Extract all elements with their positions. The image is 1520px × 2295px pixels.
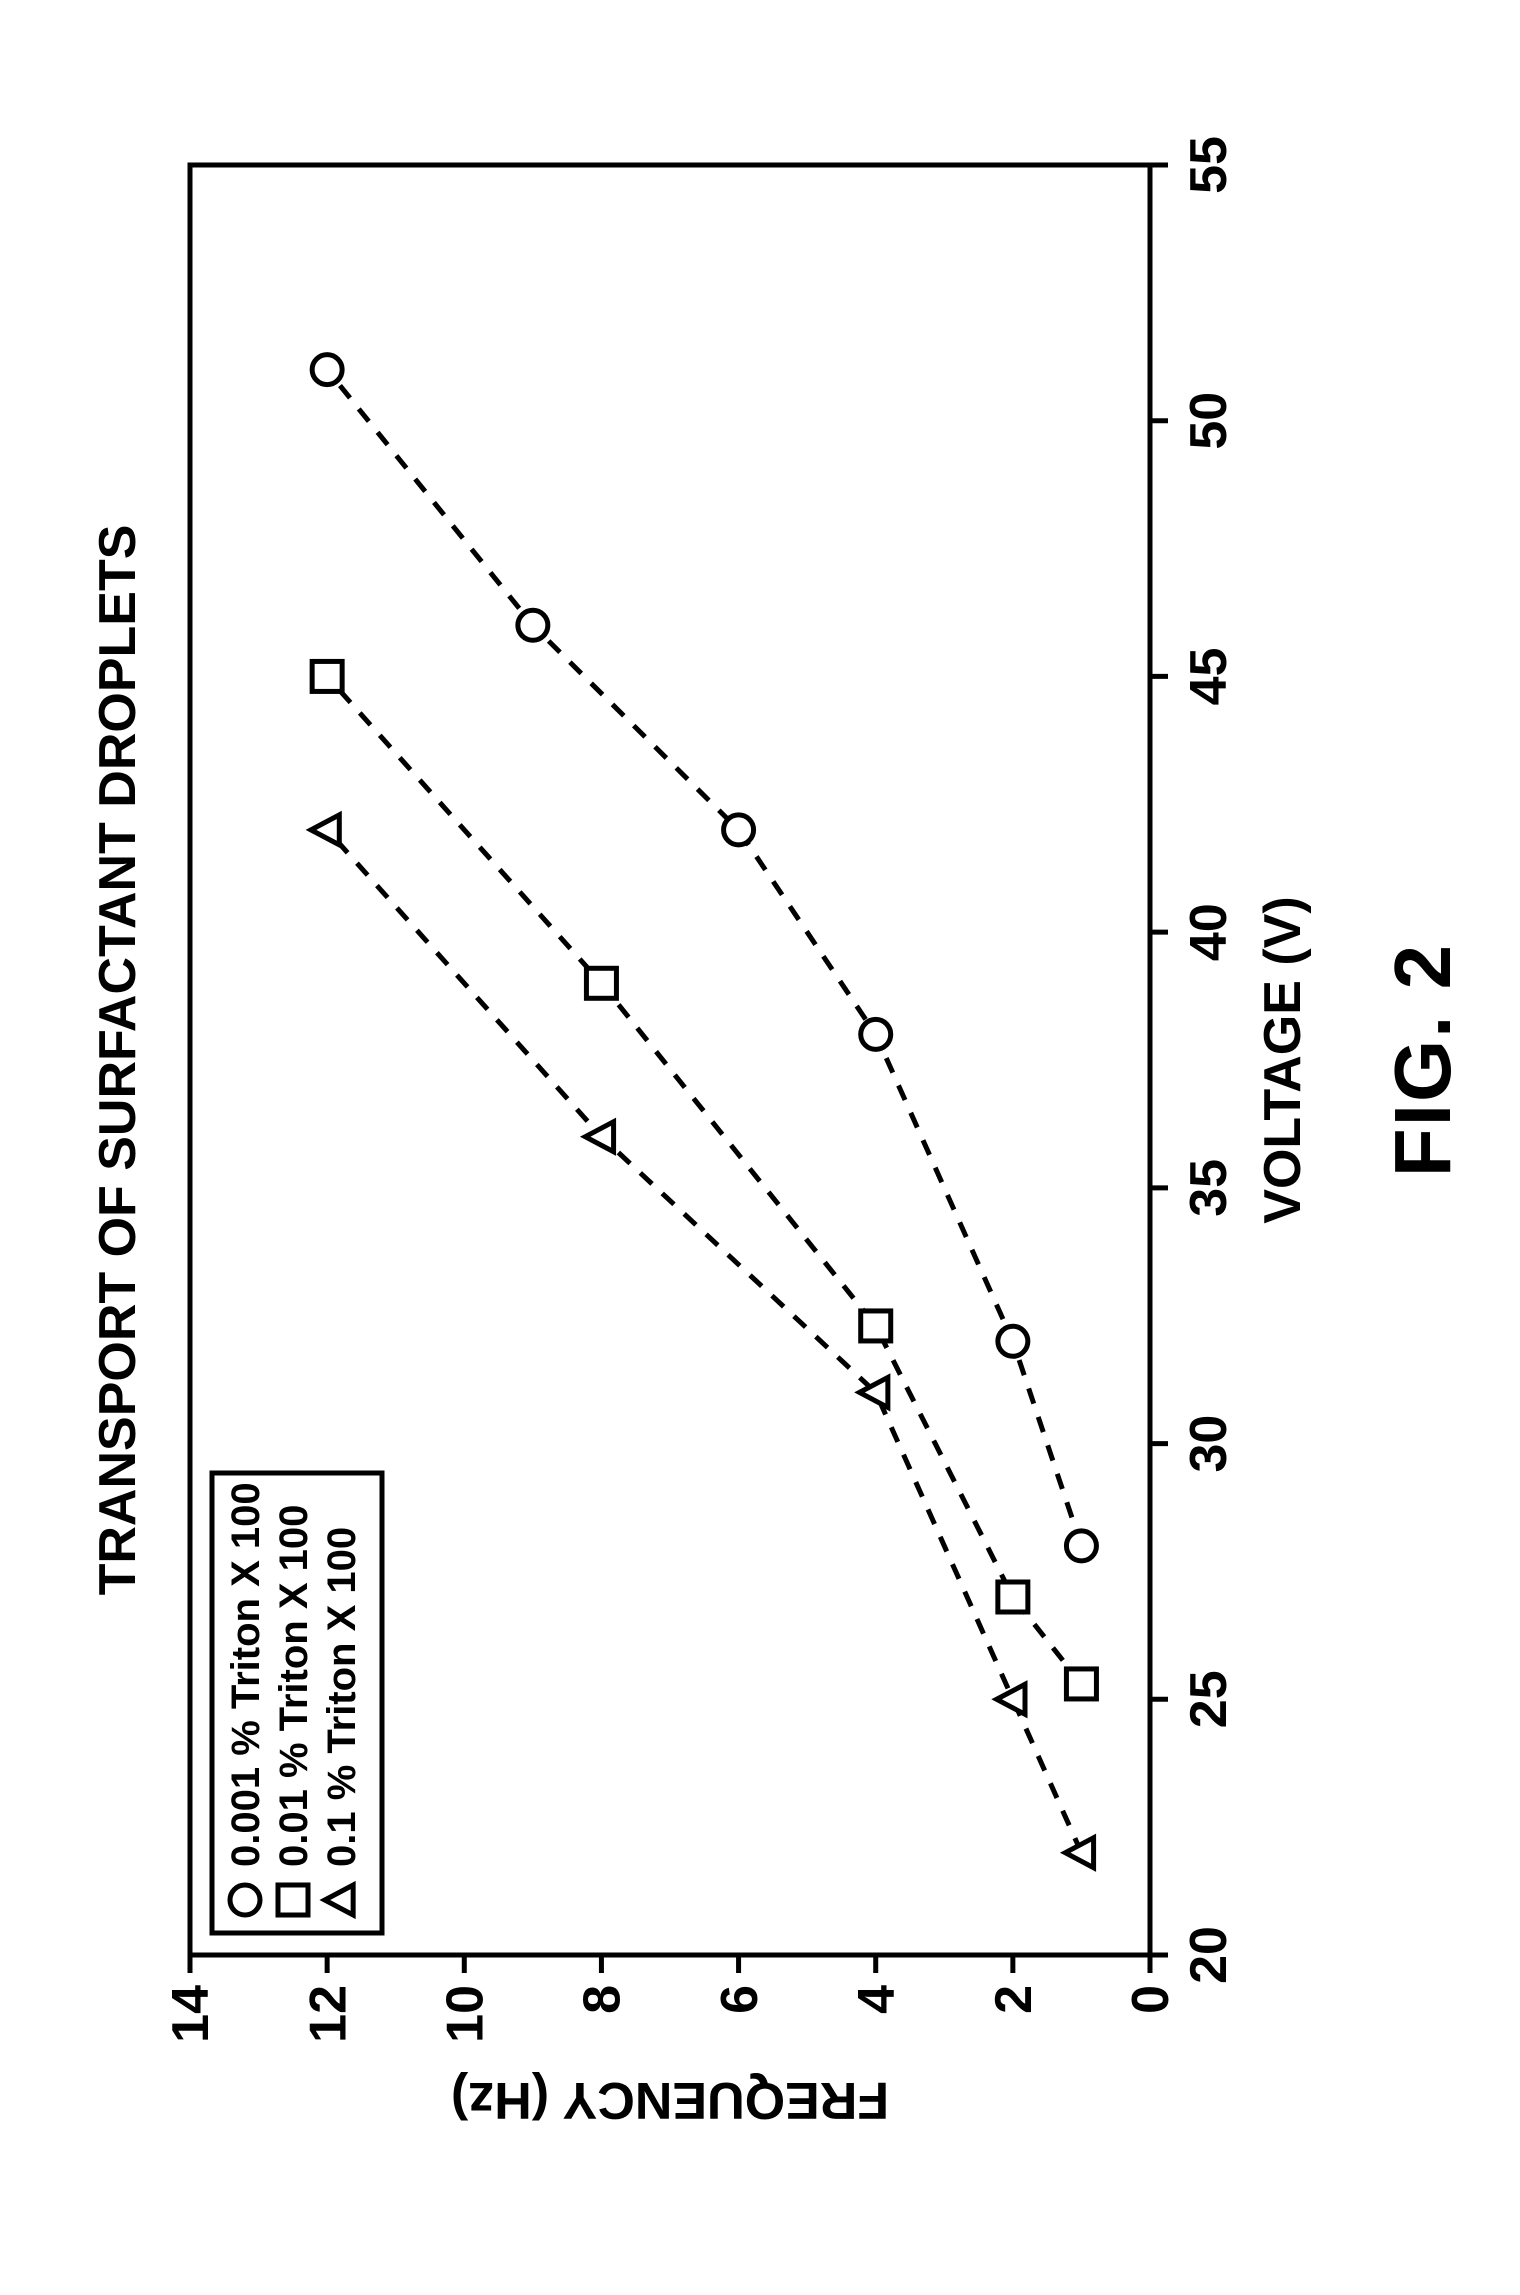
x-tick-label: 20	[1180, 1926, 1238, 1984]
marker-circle-icon	[312, 355, 342, 385]
x-tick-label: 50	[1180, 392, 1238, 450]
marker-circle-icon	[861, 1019, 891, 1049]
marker-square-icon	[1066, 1669, 1096, 1699]
legend-label: 0.01 % Triton X 100	[272, 1505, 316, 1867]
x-tick-label: 40	[1180, 903, 1238, 961]
marker-triangle-icon	[311, 815, 339, 845]
marker-triangle-icon	[997, 1684, 1025, 1714]
x-tick-label: 30	[1180, 1415, 1238, 1473]
y-tick-label: 12	[299, 1985, 357, 2043]
marker-circle-icon	[998, 1326, 1028, 1356]
y-tick-label: 6	[711, 1985, 769, 2014]
chart-title: TRANSPORT OF SURFACTANT DROPLETS	[89, 525, 147, 1596]
y-axis-label: FREQUENCY (Hz)	[451, 2071, 889, 2129]
series-line	[327, 830, 1081, 1853]
legend-label: 0.1 % Triton X 100	[320, 1527, 364, 1867]
marker-circle-icon	[1066, 1531, 1096, 1561]
marker-square-icon	[998, 1582, 1028, 1612]
x-tick-label: 35	[1180, 1159, 1238, 1217]
marker-square-icon	[861, 1311, 891, 1341]
x-tick-label: 55	[1180, 136, 1238, 194]
figure-caption: FIG. 2	[1378, 943, 1467, 1177]
y-tick-label: 14	[162, 1985, 220, 2043]
y-tick-label: 2	[985, 1985, 1043, 2014]
series-line	[327, 676, 1081, 1684]
x-tick-label: 25	[1180, 1670, 1238, 1728]
x-tick-label: 45	[1180, 648, 1238, 706]
marker-circle-icon	[230, 1885, 260, 1915]
marker-triangle-icon	[585, 1122, 613, 1152]
marker-square-icon	[586, 968, 616, 998]
y-tick-label: 0	[1122, 1985, 1180, 2014]
y-tick-label: 4	[848, 1985, 906, 2014]
legend-label: 0.001 % Triton X 100	[224, 1482, 268, 1867]
x-axis-label: VOLTAGE (V)	[1254, 896, 1312, 1223]
marker-circle-icon	[518, 610, 548, 640]
marker-circle-icon	[724, 815, 754, 845]
y-tick-label: 10	[436, 1985, 494, 2043]
marker-square-icon	[278, 1885, 308, 1915]
marker-triangle-icon	[325, 1885, 353, 1915]
chart: 20 25 30 35 40 45 50 55 0 2 4 6 8 10 12 14 VOLTAGE (V) FR…	[0, 0, 1520, 2295]
marker-square-icon	[312, 661, 342, 691]
y-tick-label: 8	[574, 1985, 632, 2014]
